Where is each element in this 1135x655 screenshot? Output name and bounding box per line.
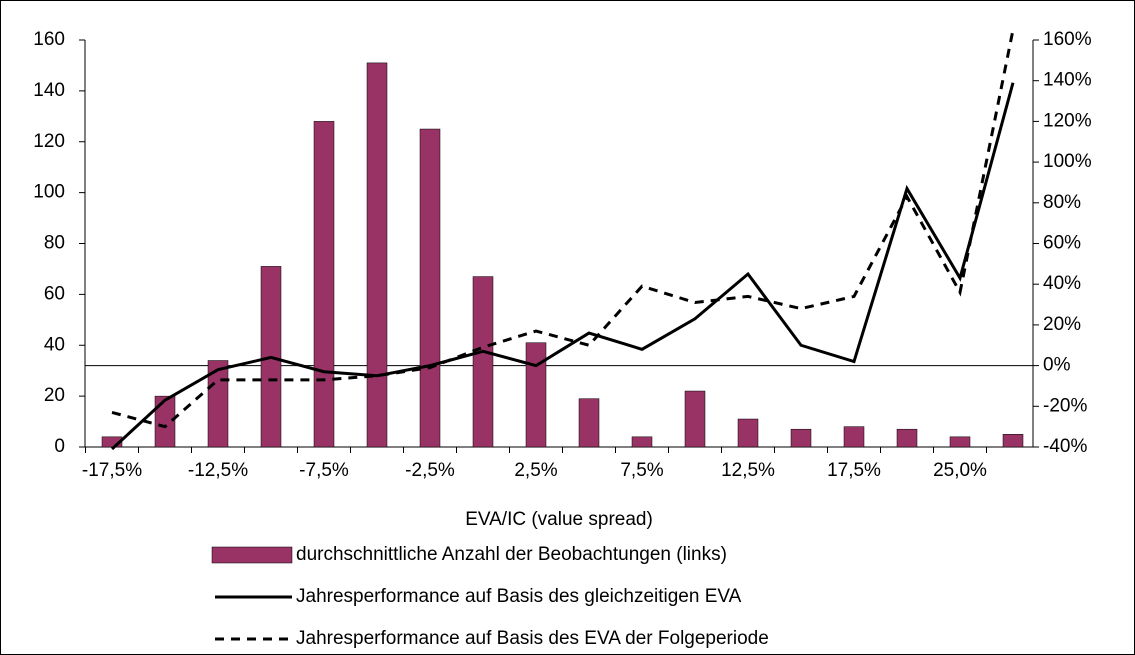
bar (419, 128, 441, 448)
bar (313, 121, 335, 448)
y2-tick-label: 100% (1043, 151, 1092, 172)
y-tick-label: 100 (33, 182, 65, 203)
legend-swatch (211, 546, 293, 564)
legend-label: Jahresperformance auf Basis des EVA der … (296, 628, 769, 649)
x-tick-label: 12,5% (721, 460, 775, 481)
y-tick-label: 60 (44, 283, 65, 304)
y2-tick-label: 60% (1043, 233, 1081, 254)
x-tick-label: 25,0% (933, 460, 987, 481)
x-tick-label: -17,5% (82, 460, 142, 481)
bar (525, 342, 547, 448)
bar (949, 436, 971, 448)
y-tick-label: 20 (44, 385, 65, 406)
line (110, 82, 1015, 451)
bar (154, 395, 176, 448)
x-tick-label: -12,5% (188, 460, 248, 481)
y2-tick-label: 120% (1043, 110, 1092, 131)
bar (843, 426, 865, 448)
y-tick-label: 160 (33, 29, 65, 50)
bar (472, 276, 494, 448)
y2-tick-label: -40% (1043, 436, 1087, 457)
y-tick-label: 140 (33, 80, 65, 101)
x-axis-title: EVA/IC (value spread) (465, 509, 653, 530)
x-tick-label: 2,5% (514, 460, 557, 481)
bar (207, 360, 229, 448)
bar (684, 390, 706, 448)
y2-tick-label: 0% (1043, 355, 1071, 376)
bar (896, 428, 918, 448)
y2-tick-label: 20% (1043, 314, 1081, 335)
bar (578, 398, 600, 448)
legend-label: Jahresperformance auf Basis des gleichze… (296, 586, 742, 607)
legend-label: durchschnittliche Anzahl der Beobachtung… (296, 544, 727, 565)
y-tick-label: 80 (44, 233, 65, 254)
y2-tick-label: 40% (1043, 273, 1081, 294)
bar (631, 436, 653, 448)
x-tick-label: -7,5% (299, 460, 349, 481)
x-tick-label: 17,5% (827, 460, 881, 481)
y-tick-label: 0 (54, 436, 65, 457)
y2-tick-label: 160% (1043, 29, 1092, 50)
x-tick-label: 7,5% (620, 460, 663, 481)
y2-tick-label: 140% (1043, 70, 1092, 91)
x-tick-label: -2,5% (405, 460, 455, 481)
y2-tick-label: -20% (1043, 395, 1087, 416)
bar (1002, 434, 1024, 448)
y-tick-label: 40 (44, 334, 65, 355)
y-tick-label: 120 (33, 131, 65, 152)
y2-tick-label: 80% (1043, 192, 1081, 213)
bar (737, 418, 759, 448)
bar (366, 62, 388, 448)
bar (790, 428, 812, 448)
line (111, 29, 1015, 429)
